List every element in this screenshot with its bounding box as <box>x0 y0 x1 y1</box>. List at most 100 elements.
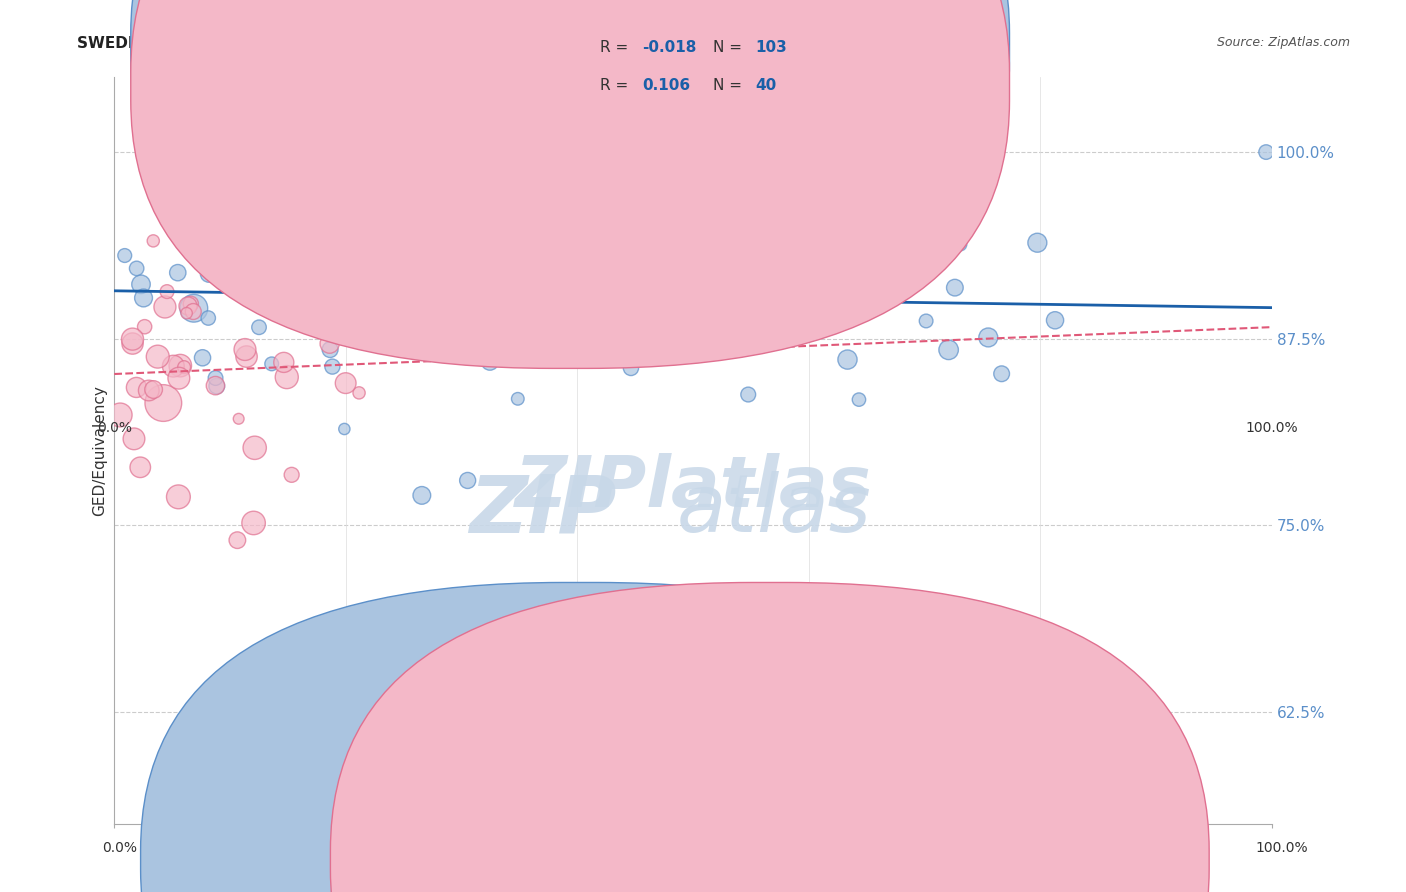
Point <box>1026 235 1049 250</box>
Point <box>108 408 131 422</box>
Point <box>612 343 634 357</box>
Point <box>215 271 238 285</box>
Point <box>166 266 188 280</box>
Point <box>943 280 966 294</box>
Point <box>129 460 152 475</box>
Point <box>478 354 501 368</box>
Point <box>478 315 501 329</box>
Text: -0.018: -0.018 <box>643 40 697 54</box>
Point <box>180 297 202 311</box>
Point <box>204 378 226 392</box>
Point <box>273 355 295 369</box>
Point <box>620 360 643 375</box>
Point <box>475 256 498 270</box>
Point <box>167 371 190 385</box>
Text: ZIP: ZIP <box>470 471 616 549</box>
Point <box>162 359 184 373</box>
Point <box>321 359 343 374</box>
Point <box>1256 145 1278 159</box>
Point <box>125 380 148 394</box>
Point <box>205 379 228 393</box>
Point <box>276 370 298 384</box>
Text: 40: 40 <box>755 78 776 93</box>
Point <box>177 299 200 313</box>
Point <box>336 308 359 322</box>
Point <box>246 266 269 280</box>
Point <box>173 360 195 375</box>
Text: R =: R = <box>600 78 634 93</box>
Point <box>197 311 219 326</box>
Point <box>259 245 281 260</box>
Point <box>280 467 302 482</box>
Point <box>152 396 174 410</box>
Point <box>977 330 1000 344</box>
Point <box>239 267 262 281</box>
Point <box>278 306 301 320</box>
Point <box>156 285 179 299</box>
Text: 103: 103 <box>755 40 787 54</box>
Point <box>146 350 169 364</box>
Text: SWEDISH VS IMMIGRANTS FROM EGYPT GED/EQUIVALENCY CORRELATION CHART: SWEDISH VS IMMIGRANTS FROM EGYPT GED/EQU… <box>77 36 772 51</box>
Point <box>551 184 574 198</box>
Point <box>517 235 540 250</box>
Point <box>945 199 967 213</box>
Point <box>419 318 441 332</box>
Point <box>915 314 938 328</box>
Point <box>599 682 621 697</box>
Point <box>125 261 148 276</box>
Point <box>121 332 143 346</box>
Point <box>295 274 318 288</box>
Point <box>201 261 224 276</box>
Point <box>772 200 794 214</box>
Point <box>728 249 751 263</box>
Point <box>778 277 800 292</box>
Point <box>243 441 266 455</box>
Point <box>183 301 205 316</box>
Point <box>609 311 631 326</box>
Point <box>176 306 198 320</box>
Text: 0.0%: 0.0% <box>97 421 132 434</box>
Point <box>200 215 222 229</box>
Point <box>335 376 357 391</box>
Point <box>295 295 318 310</box>
Point <box>204 371 226 385</box>
Point <box>228 411 250 425</box>
Point <box>841 273 863 287</box>
Point <box>231 279 253 293</box>
Point <box>382 294 405 309</box>
Point <box>420 187 443 202</box>
Point <box>242 211 264 225</box>
Point <box>422 238 444 252</box>
Point <box>191 351 214 365</box>
Point <box>837 352 859 367</box>
Point <box>249 202 271 217</box>
Text: Source: ZipAtlas.com: Source: ZipAtlas.com <box>1216 36 1350 49</box>
Point <box>576 180 599 194</box>
Text: N =: N = <box>713 78 747 93</box>
Text: 0.0%: 0.0% <box>103 841 136 855</box>
Point <box>569 273 592 287</box>
Point <box>347 385 370 400</box>
Point <box>990 367 1012 381</box>
Point <box>292 221 315 235</box>
Point <box>226 533 249 548</box>
Point <box>385 318 408 333</box>
Point <box>411 488 433 502</box>
Point <box>652 225 675 239</box>
Text: R =: R = <box>600 40 634 54</box>
Point <box>853 274 876 288</box>
Point <box>191 253 214 268</box>
Point <box>121 336 143 351</box>
Point <box>606 264 628 278</box>
Point <box>235 350 257 364</box>
Point <box>307 231 329 245</box>
Point <box>342 290 364 304</box>
Point <box>404 278 426 293</box>
Point <box>134 319 156 334</box>
Point <box>612 698 634 712</box>
Point <box>409 313 432 327</box>
Text: ZIPlatlas: ZIPlatlas <box>515 453 872 523</box>
Point <box>346 257 368 271</box>
Point <box>1043 313 1066 327</box>
Point <box>378 318 401 333</box>
